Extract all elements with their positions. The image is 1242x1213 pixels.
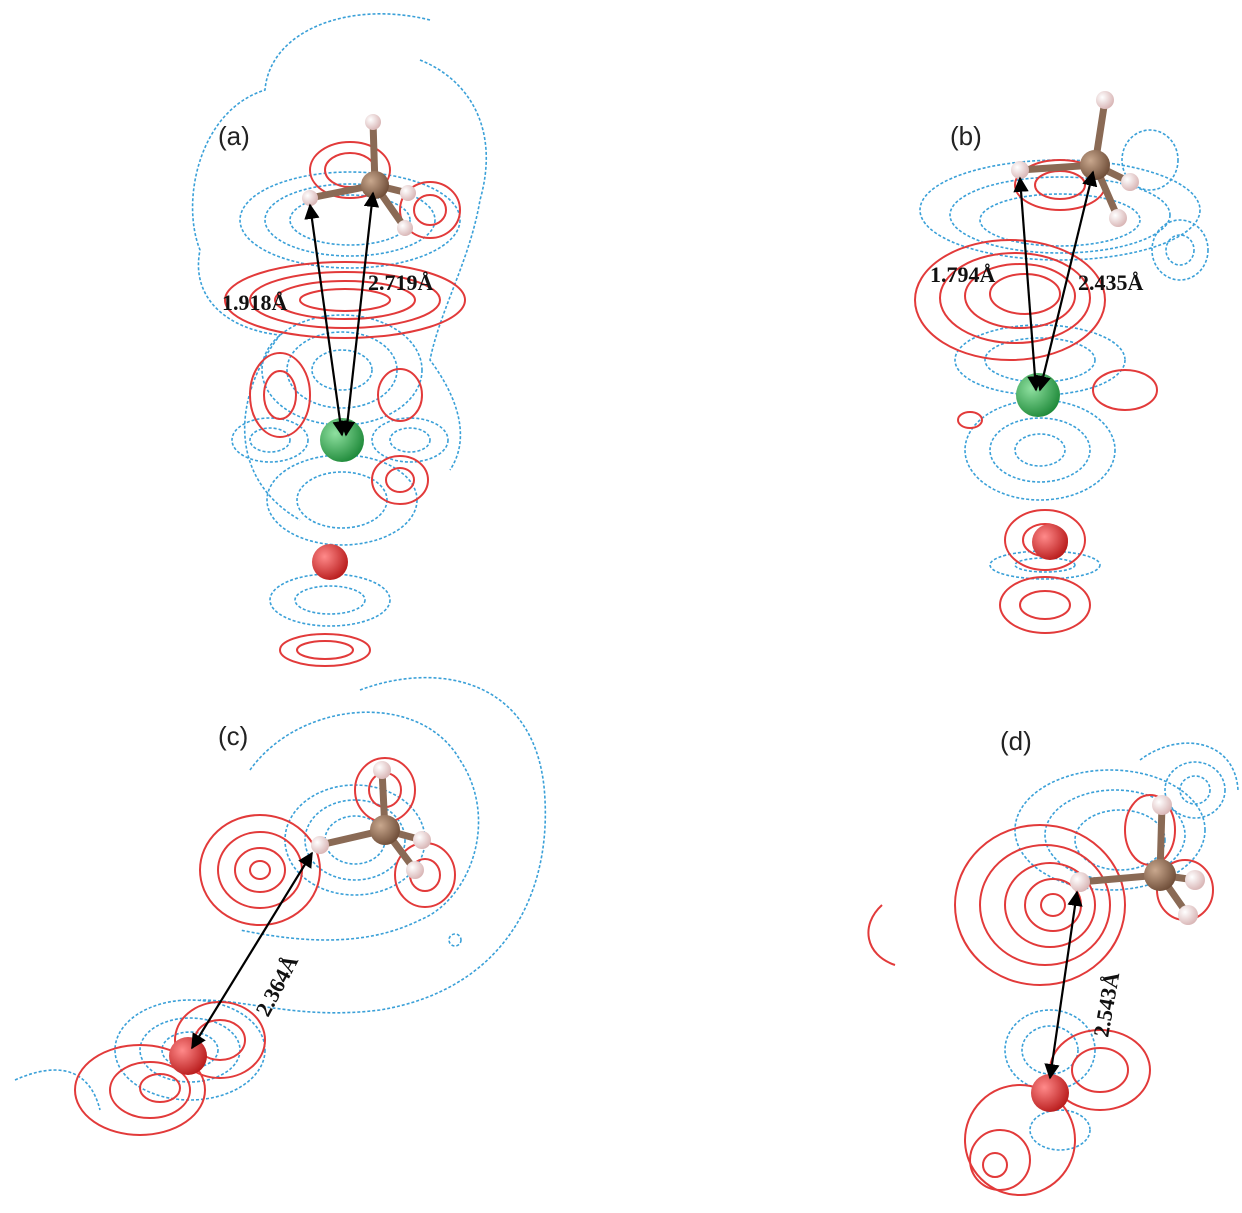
panel-c: (c) — [14, 676, 547, 1136]
hydrogen-atom — [1185, 870, 1205, 890]
panel-c-distance-label: 2.364Å — [250, 951, 303, 1021]
hydrogen-atom — [1011, 161, 1029, 179]
panel-a-distance-label-2: 2.719Å — [368, 270, 434, 295]
panel-a-metal-atom — [320, 418, 364, 462]
panel-b-label: (b) — [950, 121, 982, 151]
panel-d: (d) — [867, 726, 1239, 1196]
panel-b: (b) — [914, 91, 1209, 634]
panel-b-distance-label-1: 1.794Å — [930, 262, 996, 287]
panel-d-positive-contours — [954, 794, 1214, 1196]
carbon-atom — [361, 171, 389, 199]
hydrogen-atom — [1109, 209, 1127, 227]
panel-d-oxygen-atom — [1031, 1074, 1069, 1112]
hydrogen-atom — [311, 836, 329, 854]
panel-a: (a) — [191, 13, 488, 667]
hydrogen-atom — [397, 220, 413, 236]
panel-c-oxygen-atom — [169, 1037, 207, 1075]
panel-b-oxygen-atom — [1032, 524, 1068, 560]
hydrogen-atom — [1121, 173, 1139, 191]
panel-d-label: (d) — [1000, 726, 1032, 756]
hydrogen-atom — [400, 185, 416, 201]
panel-c-distance-arrow — [191, 851, 313, 1050]
panel-b-distance-label-2: 2.435Å — [1078, 270, 1144, 295]
panel-d-distance-arrow — [1044, 890, 1083, 1080]
hydrogen-atom — [413, 831, 431, 849]
panel-b-distance-arrow-1 — [1013, 176, 1043, 392]
panel-a-methane — [302, 114, 416, 236]
carbon-atom — [1080, 150, 1110, 180]
panel-a-distance-arrow-2 — [339, 191, 380, 437]
panel-a-oxygen-atom — [312, 544, 348, 580]
panel-a-distance-label-1: 1.918Å — [222, 290, 288, 315]
panel-b-negative-contours — [919, 129, 1209, 580]
panel-c-label: (c) — [218, 721, 248, 751]
panel-b-methane — [1011, 91, 1139, 227]
hydrogen-atom — [302, 190, 318, 206]
hydrogen-atom — [1178, 905, 1198, 925]
panel-d-distance-label: 2.543Å — [1088, 970, 1124, 1039]
hydrogen-atom — [365, 114, 381, 130]
panel-b-distance-arrow-2 — [1035, 170, 1098, 392]
panel-a-label: (a) — [218, 121, 250, 151]
hydrogen-atom — [1096, 91, 1114, 109]
hydrogen-atom — [406, 861, 424, 879]
hydrogen-atom — [1070, 872, 1090, 892]
panel-b-metal-atom — [1016, 373, 1060, 417]
carbon-atom — [1144, 859, 1176, 891]
panel-a-distance-arrow-1 — [304, 203, 348, 437]
carbon-atom — [370, 815, 400, 845]
hydrogen-atom — [373, 761, 391, 779]
panel-d-methane — [1070, 795, 1205, 925]
panel-c-positive-contours — [74, 757, 456, 1136]
panel-c-negative-contours — [114, 784, 462, 1101]
panel-c-methane — [311, 761, 431, 879]
hydrogen-atom — [1152, 795, 1172, 815]
